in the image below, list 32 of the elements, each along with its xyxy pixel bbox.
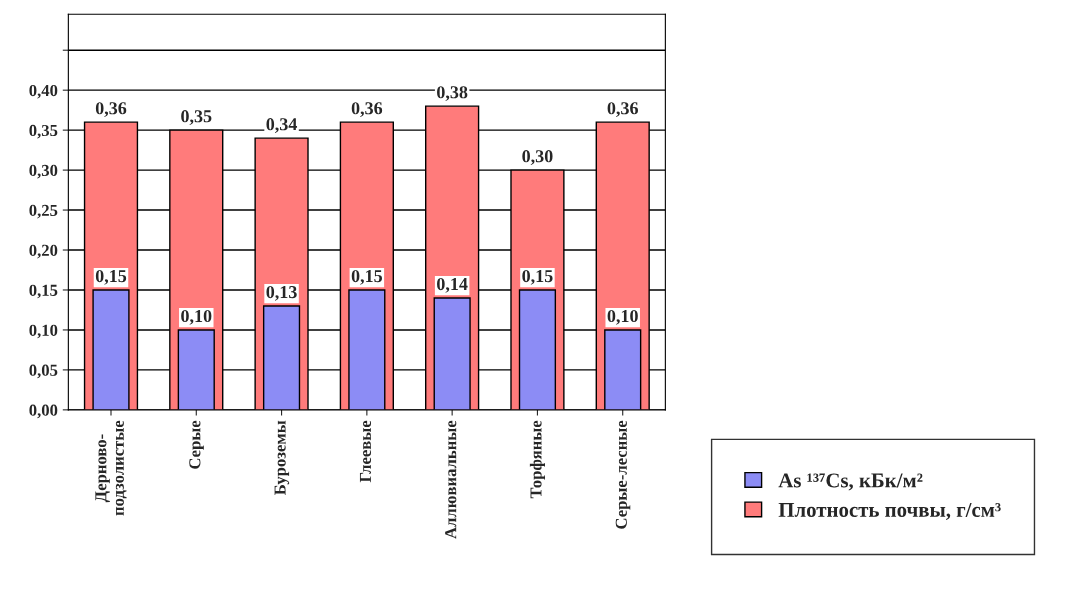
data-label: 0,36 [607,102,638,117]
data-label: 0,15 [95,269,127,285]
data-label: 0,34 [266,118,298,133]
y-tick-label: 0,00 [29,404,58,419]
legend-label: Плотность почвы, г/см³ [778,502,1001,520]
data-label: 0,35 [181,110,212,125]
x-tick-label: Серые [189,420,204,469]
y-tick-label: 0,20 [29,244,58,259]
data-label: 0,10 [607,309,638,325]
x-tick-label: Глеевые [359,420,372,483]
data-label: 0,30 [522,150,553,165]
data-label: 0,36 [95,102,127,117]
data-label: 0,10 [181,309,212,325]
y-tick-label: 0,10 [29,324,58,339]
y-tick-label: 0,15 [29,284,58,299]
x-tick-label: Аллювиальные [445,420,457,539]
data-label: 0,15 [351,269,382,285]
data-label: 0,38 [437,86,468,101]
x-tick-label: Дерново- подзолистые [95,420,127,516]
data-label: 0,36 [351,102,383,117]
data-label: 0,14 [437,277,468,293]
x-tick-label: Буроземы [274,420,290,495]
y-tick-label: 0,05 [29,364,58,379]
y-tick-label: 0,35 [29,124,58,139]
data-label: 0,13 [266,285,297,301]
y-tick-label: 0,25 [29,204,58,219]
x-tick-label: Серые-лесные [615,420,631,529]
data-label: 0,15 [522,269,553,285]
legend-label: As ¹³⁷Cs, кБк/м² [778,473,923,491]
y-tick-label: 0,40 [29,84,58,99]
x-tick-label: Торфяные [529,420,545,499]
y-tick-label: 0,30 [29,164,58,179]
